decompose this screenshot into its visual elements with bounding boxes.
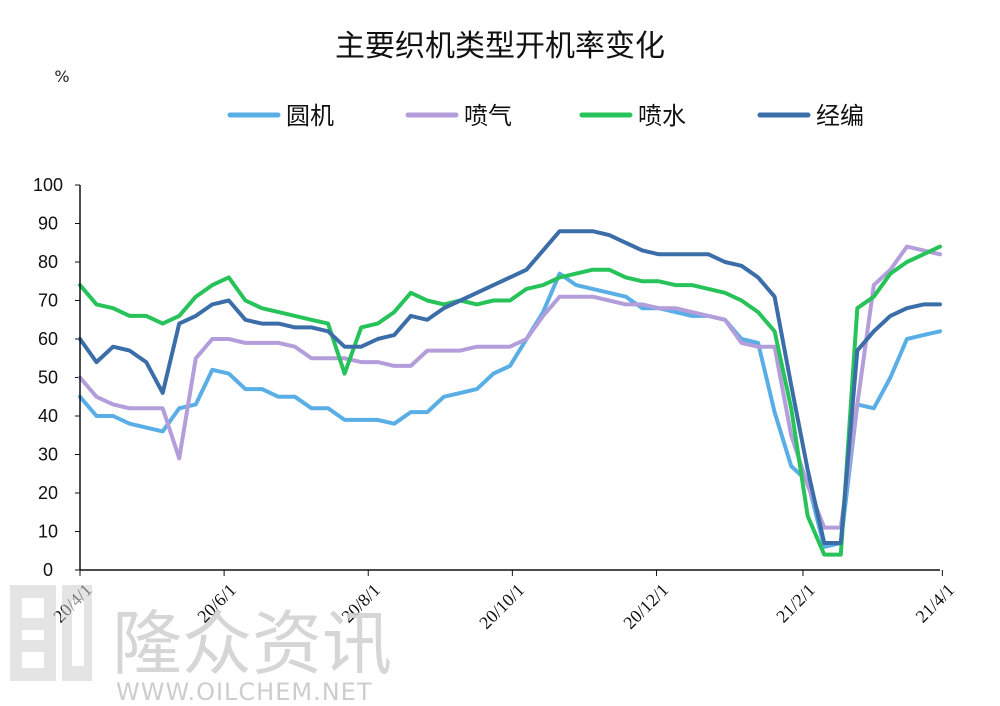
legend-label: 喷水 bbox=[638, 102, 686, 130]
x-tick-label: 21/2/1 bbox=[772, 580, 819, 627]
y-tick-label: 90 bbox=[38, 214, 58, 234]
legend-label: 圆机 bbox=[286, 102, 334, 130]
series-line-1 bbox=[78, 271, 942, 549]
y-tick-label: 10 bbox=[38, 522, 58, 542]
y-tick-label: 70 bbox=[38, 291, 58, 311]
watermark-brand: 隆众资讯 bbox=[112, 603, 392, 685]
legend-label: 喷气 bbox=[464, 102, 512, 130]
y-unit-label: % bbox=[54, 67, 69, 86]
y-tick-label: 20 bbox=[38, 483, 58, 503]
legend-item: 圆机 bbox=[227, 102, 334, 130]
watermark: 隆众资讯 WWW.OILCHEM.NET bbox=[10, 585, 392, 706]
legend-label: 经编 bbox=[816, 102, 864, 130]
chart-title: 主要织机类型开机率变化 bbox=[335, 29, 665, 64]
x-tick-label: 20/12/1 bbox=[619, 580, 672, 633]
series-layer bbox=[78, 229, 942, 557]
legend-item: 喷气 bbox=[405, 102, 512, 130]
series-line-4 bbox=[78, 229, 942, 545]
x-tick-label: 20/10/1 bbox=[475, 580, 528, 633]
watermark-url: WWW.OILCHEM.NET bbox=[116, 678, 373, 706]
y-tick-label: 40 bbox=[38, 406, 58, 426]
y-tick-label: 60 bbox=[38, 329, 58, 349]
y-tick-label: 80 bbox=[38, 252, 58, 272]
y-axis: 0 10 20 30 40 50 60 70 80 90 100 bbox=[33, 175, 80, 580]
x-tick-label: 21/4/1 bbox=[912, 580, 959, 627]
series-line-3 bbox=[78, 244, 942, 557]
y-tick-label: 50 bbox=[38, 368, 58, 388]
y-tick-label: 0 bbox=[43, 560, 53, 580]
y-tick-label: 100 bbox=[33, 175, 63, 195]
legend-item: 经编 bbox=[757, 102, 864, 130]
y-tick-label: 30 bbox=[38, 445, 58, 465]
watermark-logo bbox=[10, 585, 92, 681]
legend-item: 喷水 bbox=[579, 102, 686, 130]
legend: 圆机 喷气 喷水 经编 bbox=[227, 102, 864, 130]
